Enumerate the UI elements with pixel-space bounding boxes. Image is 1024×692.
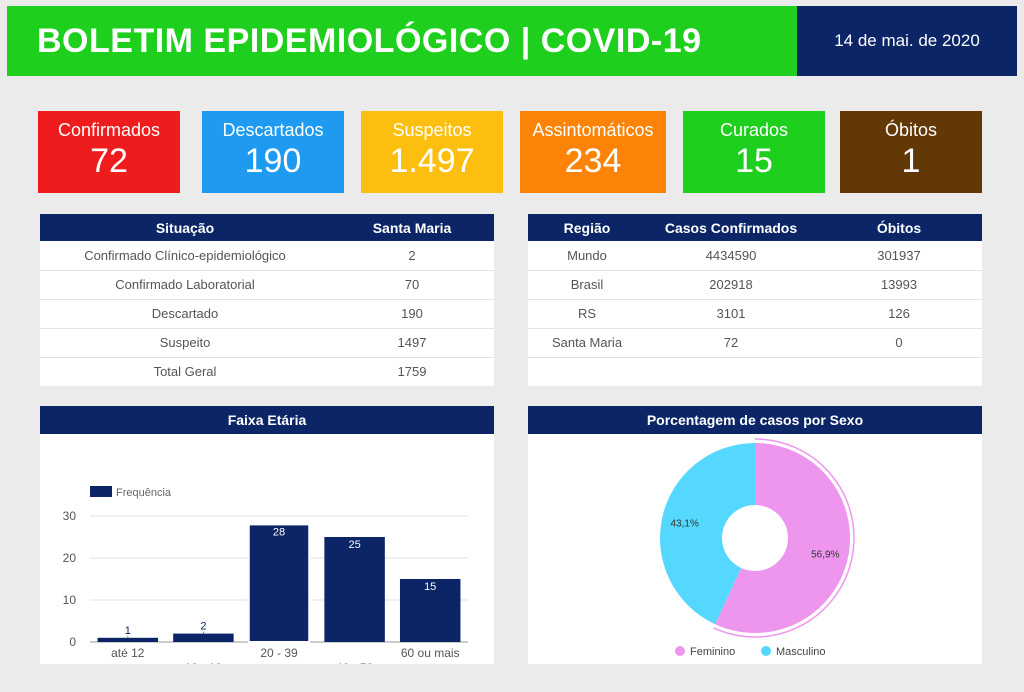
table-cell: 2 xyxy=(330,241,494,271)
kpi-label: Descartados xyxy=(222,120,324,140)
pie-slice xyxy=(660,443,755,625)
column-header: Santa Maria xyxy=(330,214,494,241)
table-row: Mundo 4434590 301937 xyxy=(528,241,982,271)
page-title: BOLETIM EPIDEMIOLÓGICO | COVID-19 xyxy=(7,6,797,76)
table-row: Confirmado Laboratorial 70 xyxy=(40,270,494,300)
table-cell: 202918 xyxy=(646,270,816,300)
column-header: Situação xyxy=(40,214,330,241)
pie-slice xyxy=(715,443,850,633)
table-cell: 190 xyxy=(330,299,494,329)
kpi-label: Óbitos xyxy=(884,120,938,140)
bar xyxy=(324,537,385,642)
table-cell: 70 xyxy=(330,270,494,300)
faixa-etaria-bar-chart: Frequência 0 10 20 30 1 até 12 2 13 - 19 28 20 - 3… xyxy=(63,486,468,688)
bar xyxy=(97,637,159,642)
kpi-value: 1 xyxy=(901,142,921,180)
situacao-table: Situação Santa Maria Confirmado Clínico-… xyxy=(40,214,494,386)
x-tick-label: até 12 xyxy=(111,646,145,660)
table-cell: RS xyxy=(528,299,646,329)
kpi-assintomaticos: Assintomáticos 234 xyxy=(520,111,666,193)
table-cell: Suspeito xyxy=(40,328,330,358)
table-row: Brasil 202918 13993 xyxy=(528,270,982,300)
kpi-curados: Curados 15 xyxy=(683,111,825,193)
kpi-descartados: Descartados 190 xyxy=(202,111,344,193)
column-header: Casos Confirmados xyxy=(646,214,816,241)
x-tick-label: 40 - 59 xyxy=(336,661,374,664)
table-cell: Mundo xyxy=(528,241,646,271)
legend-marker xyxy=(761,646,771,656)
kpi-suspeitos: Suspeitos 1.497 xyxy=(361,111,503,193)
table-cell: Descartado xyxy=(40,299,330,329)
kpi-value: 234 xyxy=(564,142,622,180)
kpi-obitos: Óbitos 1 xyxy=(840,111,982,193)
table-cell: 3101 xyxy=(646,299,816,329)
data-label: 15 xyxy=(424,581,436,593)
legend-marker xyxy=(675,646,685,656)
table-row: Confirmado Clínico-epidemiológico 2 xyxy=(40,241,494,271)
situacao-table-panel: Situação Santa Maria Confirmado Clínico-… xyxy=(40,214,494,386)
bar xyxy=(399,579,461,642)
table-header-row: Região Casos Confirmados Óbitos xyxy=(528,214,982,241)
table-cell: 72 xyxy=(646,328,816,358)
x-tick-label: 13 - 19 xyxy=(185,661,223,664)
table-row: Suspeito 1497 xyxy=(40,328,494,358)
chart-title: Porcentagem de casos por Sexo xyxy=(528,406,982,434)
table-row: RS 3101 126 xyxy=(528,299,982,329)
table-cell: Confirmado Clínico-epidemiológico xyxy=(40,241,330,271)
table-cell: Total Geral xyxy=(153,364,217,380)
table-row: Total Geral 1759 xyxy=(40,357,494,386)
data-label: 25 xyxy=(348,539,360,551)
data-label: 2 xyxy=(200,621,206,633)
table-cell: 301937 xyxy=(816,241,982,271)
table-cell: 0 xyxy=(816,328,982,358)
data-label: 28 xyxy=(273,526,285,538)
legend-label: Masculino xyxy=(776,646,826,658)
slice-highlight xyxy=(713,438,855,638)
kpi-label: Suspeitos xyxy=(392,120,472,140)
y-tick-label: 10 xyxy=(63,593,77,607)
x-tick-label: 20 - 39 xyxy=(260,646,298,660)
legend-label: Frequência xyxy=(116,487,172,499)
report-date: 14 de mai. de 2020 xyxy=(797,6,1017,76)
table-row: Santa Maria 72 0 xyxy=(528,328,982,358)
bar xyxy=(173,633,234,642)
x-tick-label: 60 ou mais xyxy=(401,646,460,660)
table-cell: 1497 xyxy=(330,328,494,358)
regiao-table: Região Casos Confirmados Óbitos Mundo 44… xyxy=(528,214,982,358)
table-cell: Brasil xyxy=(528,270,646,300)
y-tick-label: 30 xyxy=(63,509,77,523)
table-cell: 126 xyxy=(816,299,982,329)
kpi-confirmados: Confirmados 72 xyxy=(38,111,180,193)
slice-label: 43,1% xyxy=(671,519,699,530)
kpi-value: 190 xyxy=(244,142,302,180)
kpi-value: 15 xyxy=(735,142,773,180)
bar xyxy=(247,523,311,643)
y-tick-label: 0 xyxy=(69,635,76,649)
legend-label: Feminino xyxy=(690,646,735,658)
data-label: 1 xyxy=(125,625,131,637)
regiao-table-panel: Região Casos Confirmados Óbitos Mundo 44… xyxy=(528,214,982,386)
table-cell: 4434590 xyxy=(646,241,816,271)
chart-title: Faixa Etária xyxy=(40,406,494,434)
column-header: Óbitos xyxy=(816,214,982,241)
column-header: Região xyxy=(528,214,646,241)
faixa-etaria-panel: Faixa Etária Frequência 0 10 20 30 1 até 12 2 13… xyxy=(40,406,494,688)
kpi-label: Curados xyxy=(719,120,789,140)
table-cell: Santa Maria xyxy=(528,328,646,358)
table-cell: 1759 xyxy=(397,364,427,380)
kpi-value: 72 xyxy=(90,142,128,180)
sexo-panel: Porcentagem de casos por Sexo 56,9% 43,1%… xyxy=(528,406,982,664)
y-tick-label: 20 xyxy=(63,551,77,565)
sexo-donut-chart: 56,9% 43,1% Feminino Masculino xyxy=(660,438,855,658)
slice-label: 56,9% xyxy=(811,549,839,560)
table-cell: 13993 xyxy=(816,270,982,300)
legend-swatch xyxy=(90,486,112,497)
page-header: BOLETIM EPIDEMIOLÓGICO | COVID-19 14 de … xyxy=(7,6,1017,76)
kpi-label: Assintomáticos xyxy=(532,120,654,140)
kpi-value: 1.497 xyxy=(389,142,475,180)
table-header-row: Situação Santa Maria xyxy=(40,214,494,241)
table-cell: Confirmado Laboratorial xyxy=(40,270,330,300)
kpi-label: Confirmados xyxy=(57,120,161,140)
table-row: Descartado 190 xyxy=(40,299,494,329)
